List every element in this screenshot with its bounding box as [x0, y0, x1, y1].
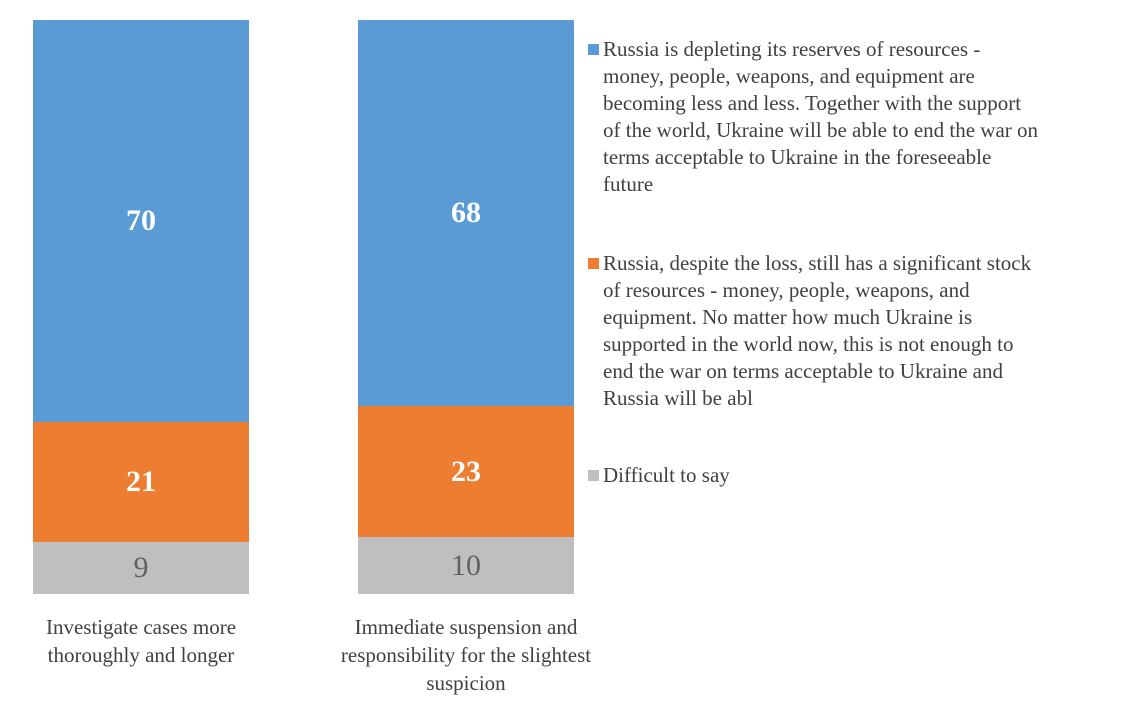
bar-column-1: 68 23 10: [358, 20, 574, 594]
bar-segment-series1-cat0: 21: [33, 421, 249, 543]
bar-segment-series1-cat1: 23: [358, 406, 574, 538]
data-label: 9: [133, 551, 149, 585]
legend-label: Difficult to say: [603, 463, 730, 487]
data-label: 68: [451, 196, 481, 230]
legend-label: Russia is depleting its reserves of reso…: [603, 37, 1039, 196]
legend-swatch-icon: [588, 470, 599, 481]
legend-swatch-icon: [588, 44, 599, 55]
legend-item-1: Russia, despite the loss, still has a si…: [588, 250, 1113, 412]
legend-swatch-icon: [588, 258, 599, 269]
bar-segment-series0-cat0: 70: [33, 20, 249, 422]
category-label-0: Investigate cases more thoroughly and lo…: [45, 615, 237, 667]
category-label-1: Immediate suspension and responsibility …: [340, 615, 592, 695]
bar-segment-series2-cat0: 9: [33, 542, 249, 594]
data-label: 23: [451, 454, 481, 488]
legend-item-2: Difficult to say: [588, 462, 1113, 489]
bar-segment-series0-cat1: 68: [358, 20, 574, 407]
data-label: 70: [126, 203, 156, 237]
legend-label: Russia, despite the loss, still has a si…: [603, 251, 1032, 410]
legend-item-0: Russia is depleting its reserves of reso…: [588, 36, 1113, 198]
bar-segment-series2-cat1: 10: [358, 537, 574, 594]
bar-column-0: 70 21 9: [33, 20, 249, 594]
chart-legend: Russia is depleting its reserves of reso…: [588, 0, 1113, 708]
data-label: 10: [451, 548, 481, 582]
data-label: 21: [126, 465, 156, 499]
